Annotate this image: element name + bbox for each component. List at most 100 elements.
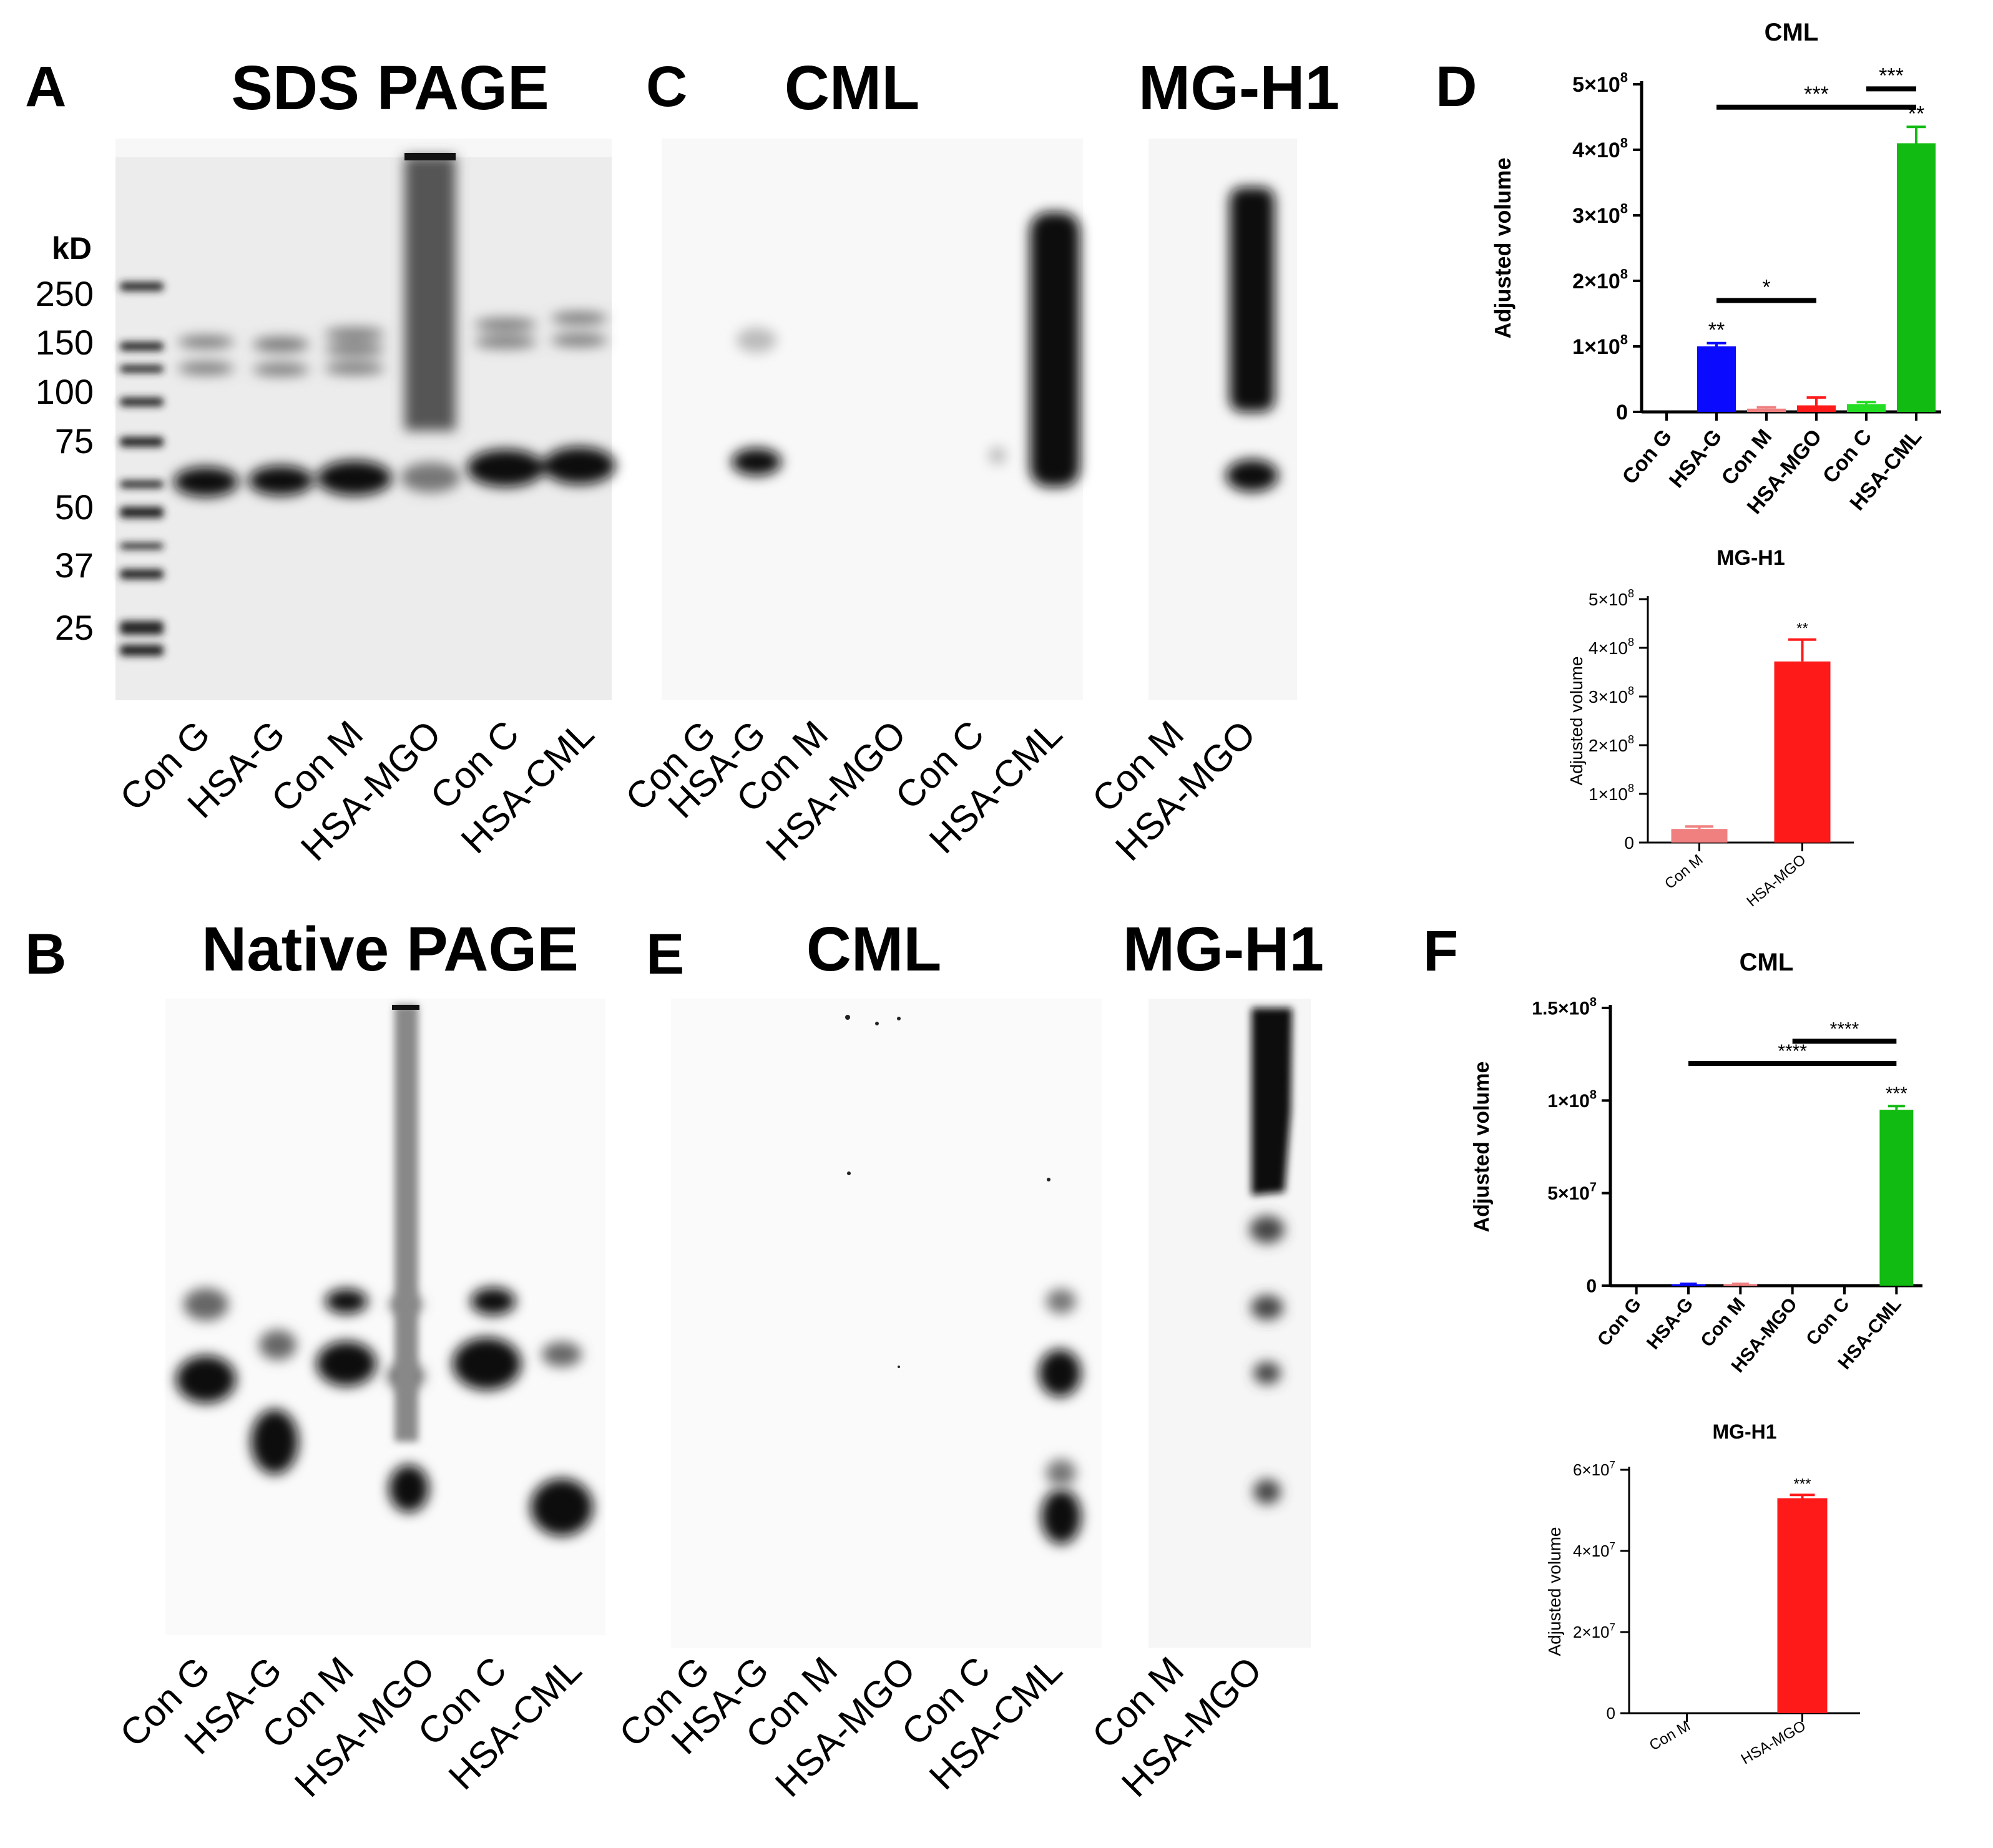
y-tick-label: 1×108 [1547, 1088, 1597, 1112]
significance-label: * [1762, 276, 1770, 300]
panel-e-mgh1-title: MG-H1 [1123, 914, 1324, 984]
marker-25: 25 [55, 608, 94, 647]
y-tick-label: 2×108 [1589, 733, 1634, 755]
y-tick-exponent: 8 [1628, 733, 1634, 746]
y-axis-label: Adjusted volume [1545, 1527, 1564, 1656]
y-tick-label: 4×107 [1573, 1540, 1615, 1560]
marker-250: 250 [36, 274, 94, 313]
native-gel-image [165, 999, 605, 1635]
bar [1774, 661, 1831, 843]
significance-label: ** [1796, 620, 1808, 637]
y-tick-exponent: 7 [1610, 1459, 1615, 1470]
y-tick-exponent: 8 [1590, 995, 1597, 1009]
y-tick-exponent: 8 [1620, 135, 1628, 151]
chart-d-mgh1: MG-H1 Adjusted volume 0 1×108 2×108 3×108 4×10… [1567, 546, 1854, 910]
bar [1847, 404, 1886, 412]
x-tick-label: HSA-MGO [1743, 851, 1809, 910]
sds-gel-image [115, 139, 615, 700]
y-tick-exponent: 8 [1620, 266, 1628, 282]
y-tick-exponent: 8 [1620, 70, 1628, 86]
chart-f-cml: CML Adjusted volume 0 5×107 1×108 1.5×108 Con … [1470, 949, 1922, 1377]
bar [1897, 143, 1936, 412]
y-axis-label: Adjusted volume [1470, 1062, 1494, 1233]
chart-title: CML [1765, 19, 1819, 46]
marker-100: 100 [36, 372, 94, 411]
bar [1797, 405, 1836, 412]
sds-lane-labels: Con G HSA-G Con M HSA-MGO Con C HSA-CML [112, 713, 602, 869]
y-tick-label: 1×108 [1572, 332, 1628, 359]
chart-title: MG-H1 [1712, 1420, 1776, 1443]
y-tick-exponent: 8 [1590, 1088, 1597, 1102]
bar [1879, 1110, 1914, 1286]
y-tick-label: 3×108 [1572, 201, 1628, 228]
y-tick-label: 5×108 [1572, 70, 1628, 97]
y-tick-exponent: 8 [1628, 782, 1634, 794]
marker-37: 37 [55, 545, 94, 585]
marker-labels: 250 150 100 75 50 37 25 [36, 274, 94, 647]
panel-c-mgh1-title: MG-H1 [1139, 53, 1339, 123]
y-tick-exponent: 8 [1620, 332, 1628, 348]
panel-b-title: Native PAGE [202, 914, 579, 984]
y-tick-label: 0 [1624, 833, 1634, 853]
y-tick-label: 4×108 [1589, 636, 1634, 658]
x-tick-label: Con M [1697, 1294, 1750, 1351]
significance-label: **** [1830, 1019, 1859, 1039]
y-tick-label: 5×108 [1589, 587, 1634, 609]
y-tick-label: 6×107 [1573, 1459, 1615, 1479]
y-tick-label: 0 [1607, 1704, 1615, 1723]
x-tick-label: Con C [1802, 1294, 1853, 1349]
x-tick-label: Con G [1594, 1294, 1645, 1350]
y-tick-label: 0 [1616, 401, 1628, 424]
panel-letter-a: A [25, 55, 66, 119]
bar [1697, 346, 1736, 412]
marker-75: 75 [55, 421, 94, 461]
x-tick-label: HSA-G [1643, 1294, 1697, 1353]
marker-50: 50 [55, 487, 94, 527]
native-lane-labels: Con G HSA-G Con M HSA-MGO Con C HSA-CML [112, 1649, 589, 1805]
y-tick-label: 1×108 [1589, 782, 1634, 804]
y-tick-exponent: 8 [1628, 587, 1634, 600]
y-tick-label: 1.5×108 [1532, 995, 1597, 1019]
wb-e-lane-labels: Con G HSA-G Con M HSA-MGO Con C HSA-CML … [611, 1649, 1270, 1805]
wb-cml-image [662, 139, 1083, 700]
panel-f: F CML Adjusted volume 0 5×107 1×108 1.5×108 Co… [1423, 919, 1922, 1768]
panel-letter-e: E [646, 922, 684, 986]
x-tick-label: Con M [1647, 1718, 1693, 1754]
y-tick-exponent: 7 [1610, 1540, 1615, 1552]
panel-c-cml-title: CML [785, 53, 920, 123]
bar [1723, 1284, 1758, 1286]
significance-label: *** [1793, 1475, 1811, 1492]
panel-c: C CML MG-H1 Con G HSA-G Con M HSA [617, 53, 1339, 869]
y-tick-label: 0 [1586, 1276, 1597, 1297]
marker-150: 150 [36, 323, 94, 362]
x-tick-label: Con M [1662, 851, 1707, 892]
chart-d-cml: CML Adjusted volume 0 1×108 2×108 3×108 4×108 5… [1490, 19, 1941, 519]
kd-label: kD [52, 231, 92, 266]
y-tick-exponent: 8 [1628, 685, 1634, 697]
panel-a-title: SDS PAGE [231, 53, 549, 123]
significance-label: *** [1886, 1083, 1907, 1104]
chart-title: CML [1740, 949, 1794, 976]
panel-letter-b: B [25, 922, 66, 986]
y-tick-label: 3×108 [1589, 685, 1634, 706]
panel-e-cml-title: CML [806, 914, 942, 984]
x-tick-label: HSA-MGO [1738, 1718, 1809, 1768]
significance-label: *** [1804, 82, 1829, 106]
panel-letter-c: C [646, 55, 687, 119]
bar [1671, 829, 1728, 843]
y-tick-exponent: 7 [1610, 1621, 1615, 1633]
wb-c-lane-labels: Con G HSA-G Con M HSA-MGO Con C HSA-CML … [617, 713, 1263, 869]
chart-f-mgh1: MG-H1 Adjusted volume 0 2×107 4×107 6×107 Con … [1545, 1420, 1860, 1768]
panel-letter-d: D [1436, 55, 1477, 119]
panel-e: E CML MG-H1 [611, 914, 1324, 1805]
chart-title: MG-H1 [1716, 546, 1785, 570]
bar [1777, 1498, 1828, 1713]
bar [1747, 408, 1786, 412]
significance-label: ** [1708, 318, 1725, 342]
wb-native-cml-image [671, 999, 1102, 1648]
y-tick-exponent: 7 [1590, 1181, 1597, 1195]
y-axis-label: Adjusted volume [1490, 157, 1516, 338]
y-tick-label: 2×107 [1573, 1621, 1615, 1641]
wb-mgh1-image [1148, 139, 1297, 700]
